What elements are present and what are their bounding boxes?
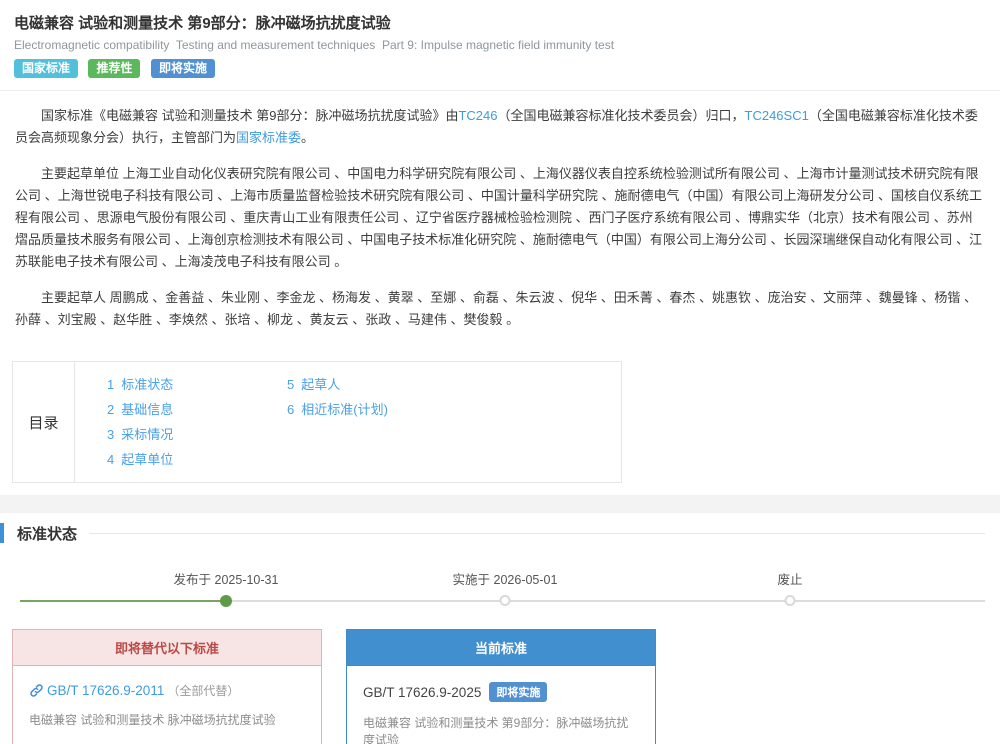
toc-label: 目录 [13,362,75,482]
paragraph-text: （全国电磁兼容标准化技术委员会）归口， [497,108,745,123]
toc-item-basic-info[interactable]: 2 基础信息 [107,397,287,422]
badge-row: 国家标准 推荐性 即将实施 [14,59,986,78]
status-timeline: 发布于 2025-10-31 实施于 2026-05-01 废止 [0,543,1000,629]
toc-item-label: 采标情况 [121,427,174,442]
toc-item-label: 起草人 [301,377,341,392]
current-standard-description: 电磁兼容 试验和测量技术 第9部分：脉冲磁场抗扰度试验 [363,716,629,744]
standard-cards: 即将替代以下标准 GB/T 17626.9-2011 （全部代替） 电磁兼容 试… [12,629,1000,744]
link-old-standard-code[interactable]: GB/T 17626.9-2011 [47,683,165,698]
badge-recommended: 推荐性 [88,59,141,78]
paragraph-text: 国家标准《电磁兼容 试验和测量技术 第9部分：脉冲磁场抗扰度试验》由 [41,108,459,123]
timeline-label-published: 发布于 2025-10-31 [173,573,279,587]
link-standards-committee[interactable]: 国家标准委 [236,130,302,145]
toc-item-number: 3 [107,427,115,442]
current-card-header: 当前标准 [347,630,655,666]
section-header-line [89,532,985,534]
badge-national-standard: 国家标准 [14,59,79,78]
paragraph-committee: 国家标准《电磁兼容 试验和测量技术 第9部分：脉冲磁场抗扰度试验》由TC246（… [15,105,985,149]
timeline-label-implemented: 实施于 2026-05-01 [452,573,558,587]
status-section-title: 标准状态 [17,525,78,543]
toc-item-label: 相近标准(计划) [301,402,388,417]
card-replaced-standard: 即将替代以下标准 GB/T 17626.9-2011 （全部代替） 电磁兼容 试… [12,629,322,744]
toc-item-number: 2 [107,402,115,417]
replace-note: （全部代替） [167,684,240,698]
toc-box: 目录 1 标准状态 2 基础信息 3 采标情况 4 起草单位 5 起草人 6 相近标准(计划… [12,361,622,483]
section-accent-bar [0,523,4,543]
current-standard-code: GB/T 17626.9-2025 [363,684,482,700]
replaced-standard-description: 电磁兼容 试验和测量技术 脉冲磁场抗扰度试验 [29,713,276,727]
page-header: 电磁兼容 试验和测量技术 第9部分：脉冲磁场抗扰度试验 Electromagne… [0,0,1000,78]
toc-item-number: 4 [107,452,115,467]
replaced-card-body: GB/T 17626.9-2011 （全部代替） 电磁兼容 试验和测量技术 脉冲… [13,666,321,744]
toc-column-2: 5 起草人 6 相近标准(计划) [287,372,388,472]
toc-item-drafting-units[interactable]: 4 起草单位 [107,447,287,472]
badge-upcoming-small: 即将实施 [489,682,548,702]
timeline-track-completed [20,600,226,602]
page-title: 电磁兼容 试验和测量技术 第9部分：脉冲磁场抗扰度试验 [14,15,391,32]
replaced-card-header: 即将替代以下标准 [13,630,321,666]
toc-column-1: 1 标准状态 2 基础信息 3 采标情况 4 起草单位 [107,372,287,472]
toc-item-number: 1 [107,377,115,392]
replaced-code-row: GB/T 17626.9-2011 （全部代替） [29,682,305,699]
link-tc246sc1[interactable]: TC246SC1 [744,108,809,123]
badge-upcoming-implementation: 即将实施 [150,59,215,78]
timeline-dot-published [220,595,232,607]
current-card-body: GB/T 17626.9-2025 即将实施 电磁兼容 试验和测量技术 第9部分… [347,666,655,744]
timeline-label-abolished: 废止 [777,573,803,587]
page-subtitle: Electromagnetic compatibility Testing an… [14,38,615,52]
toc-item-label: 基础信息 [121,402,174,417]
toc-item-adoption[interactable]: 3 采标情况 [107,422,287,447]
paragraph-drafters: 主要起草人 周鹏成 、金善益 、朱业刚 、李金龙 、杨海发 、黄翠 、至娜 、俞… [15,290,978,327]
toc-item-standard-status[interactable]: 1 标准状态 [107,372,287,397]
link-icon [29,683,44,698]
toc-item-number: 5 [287,377,295,392]
toc-item-similar-standards[interactable]: 6 相近标准(计划) [287,397,388,422]
card-current-standard: 当前标准 GB/T 17626.9-2025 即将实施 电磁兼容 试验和测量技术… [346,629,656,744]
toc-items: 1 标准状态 2 基础信息 3 采标情况 4 起草单位 5 起草人 6 相近标准(计划) [75,362,388,482]
toc-item-number: 6 [287,402,295,417]
header-divider [0,90,1000,91]
paragraph-drafting-units: 主要起草单位 上海工业自动化仪表研究院有限公司 、中国电力科学研究院有限公司 、… [15,166,983,269]
intro-section: 国家标准《电磁兼容 试验和测量技术 第9部分：脉冲磁场抗扰度试验》由TC246（… [0,105,1000,331]
section-separator [0,495,1000,513]
toc-item-label: 标准状态 [121,377,174,392]
link-tc246[interactable]: TC246 [458,108,498,123]
status-section-header: 标准状态 [0,523,1000,543]
paragraph-text: 。 [301,130,315,145]
toc-item-drafters[interactable]: 5 起草人 [287,372,388,397]
toc-item-label: 起草单位 [121,452,174,467]
paragraph-text: （全国电磁兼容标准化技术委员会高频现象分会）执行，主管部门为 [15,108,978,145]
current-code-row: GB/T 17626.9-2025 即将实施 [363,682,639,702]
timeline-dot-abolished [784,595,796,606]
timeline-dot-implemented [499,595,511,606]
